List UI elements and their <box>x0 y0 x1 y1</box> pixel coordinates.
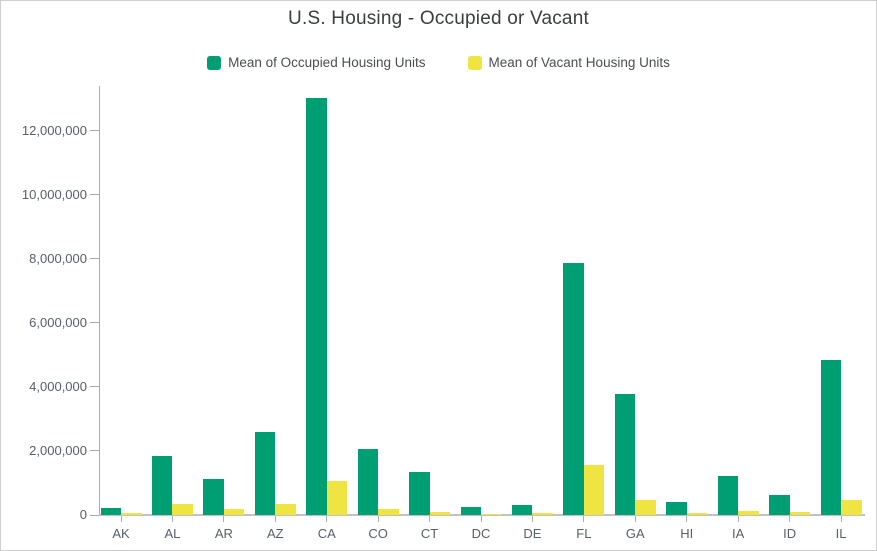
bar-IA-occupied[interactable] <box>717 475 739 515</box>
bar-GA-occupied[interactable] <box>614 393 636 515</box>
x-axis-label-IL: IL <box>835 526 847 541</box>
x-axis-label-AL: AL <box>164 526 181 541</box>
bar-AL-occupied[interactable] <box>151 456 173 515</box>
y-axis-tick <box>90 258 99 260</box>
x-axis-tick <box>789 516 791 522</box>
x-axis-tick <box>531 516 533 522</box>
x-axis-tick <box>840 516 842 522</box>
bar-AK-vacant[interactable] <box>121 513 142 515</box>
bar-ID-vacant[interactable] <box>789 512 811 515</box>
x-axis-tick <box>583 516 585 522</box>
bar-FL-occupied[interactable] <box>563 263 584 515</box>
bar-FL-vacant[interactable] <box>583 464 605 515</box>
y-axis-tick <box>90 514 99 516</box>
x-axis-label-GA: GA <box>625 526 645 541</box>
bar-CT-vacant[interactable] <box>429 511 451 515</box>
bar-IA-vacant[interactable] <box>738 510 759 515</box>
chart-title: U.S. Housing - Occupied or Vacant <box>288 8 589 29</box>
bar-DE-vacant[interactable] <box>532 513 553 515</box>
x-axis-tick <box>634 516 636 522</box>
x-axis-line <box>99 514 865 516</box>
occupied-series-label: Mean of Occupied Housing Units <box>228 55 426 70</box>
x-axis-tick <box>377 516 379 522</box>
y-axis-label: 12,000,000 <box>21 122 87 138</box>
x-axis-tick <box>737 516 739 522</box>
bar-AR-occupied[interactable] <box>203 478 224 515</box>
x-axis-label-AK: AK <box>112 526 130 541</box>
bar-DC-occupied[interactable] <box>460 507 481 515</box>
x-axis-label-AZ: AZ <box>266 526 284 541</box>
x-axis-tick <box>120 516 122 522</box>
x-axis-tick <box>326 516 328 522</box>
bar-CO-occupied[interactable] <box>357 448 379 515</box>
x-axis-label-FL: FL <box>576 526 592 541</box>
bar-IL-vacant[interactable] <box>841 499 862 515</box>
bar-IL-occupied[interactable] <box>820 360 842 515</box>
y-axis-label: 2,000,000 <box>29 442 87 458</box>
x-axis-tick <box>429 516 431 522</box>
x-axis-label-CA: CA <box>317 526 336 541</box>
y-axis-tick <box>90 322 99 324</box>
y-axis-tick <box>90 386 99 388</box>
vacant-series-swatch <box>467 55 482 70</box>
x-axis-label-DE: DE <box>523 526 542 541</box>
x-axis-tick <box>171 516 173 522</box>
x-axis-tick <box>480 516 482 522</box>
bar-AL-vacant[interactable] <box>172 503 193 515</box>
y-axis-line <box>99 86 100 515</box>
bar-AK-occupied[interactable] <box>100 507 121 515</box>
bar-AR-vacant[interactable] <box>223 508 245 515</box>
x-axis-tick <box>274 516 276 522</box>
legend-item-occupied[interactable]: Mean of Occupied Housing Units <box>207 55 426 70</box>
bar-AZ-vacant[interactable] <box>275 504 296 515</box>
x-axis-tick <box>223 516 225 522</box>
y-axis-tick <box>90 130 99 132</box>
vacant-series-label: Mean of Vacant Housing Units <box>488 55 670 70</box>
x-axis-label-HI: HI <box>680 526 694 541</box>
bar-CT-occupied[interactable] <box>409 472 430 515</box>
y-axis-label: 4,000,000 <box>29 378 87 394</box>
y-axis-label: 10,000,000 <box>21 186 87 202</box>
x-axis-tick <box>686 516 688 522</box>
y-axis-tick <box>90 450 99 452</box>
bar-AZ-occupied[interactable] <box>254 432 276 515</box>
bar-GA-vacant[interactable] <box>635 500 656 515</box>
y-axis-label: 8,000,000 <box>29 250 87 266</box>
legend-item-vacant[interactable]: Mean of Vacant Housing Units <box>467 55 670 70</box>
bar-DC-vacant[interactable] <box>481 514 502 515</box>
occupied-series-swatch <box>207 55 222 70</box>
bar-CO-vacant[interactable] <box>378 508 399 515</box>
x-axis-label-IA: IA <box>732 526 745 541</box>
bar-DE-occupied[interactable] <box>511 504 533 515</box>
bar-CA-vacant[interactable] <box>326 481 348 515</box>
legend: Mean of Occupied Housing Units Mean of V… <box>1 55 876 70</box>
y-axis-label: 0 <box>79 507 87 522</box>
bar-HI-vacant[interactable] <box>686 512 708 515</box>
x-axis-label-CT: CT <box>420 526 439 541</box>
x-axis-label-CO: CO <box>368 526 388 541</box>
bar-ID-occupied[interactable] <box>769 495 790 515</box>
bar-HI-occupied[interactable] <box>666 501 687 515</box>
x-axis-label-AR: AR <box>214 526 233 541</box>
y-axis-tick <box>90 194 99 196</box>
bar-CA-occupied[interactable] <box>306 98 327 515</box>
x-axis-label-ID: ID <box>783 526 797 541</box>
x-axis-label-DC: DC <box>471 526 491 541</box>
y-axis-label: 6,000,000 <box>29 314 87 330</box>
